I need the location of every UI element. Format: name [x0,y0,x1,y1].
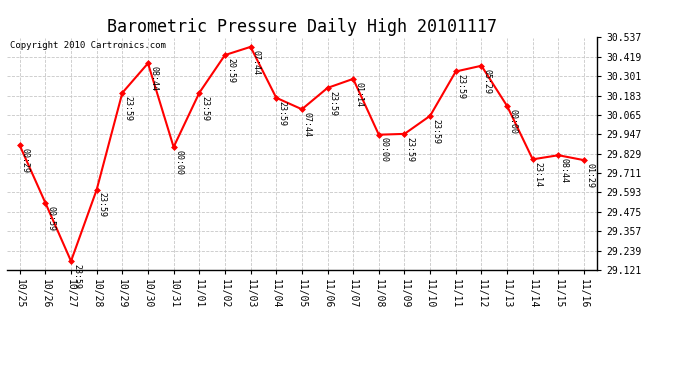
Text: 23:59: 23:59 [328,91,337,116]
Text: 01:29: 01:29 [585,163,594,188]
Text: 23:59: 23:59 [98,192,107,217]
Text: 08:44: 08:44 [560,158,569,183]
Text: 23:59: 23:59 [406,136,415,162]
Text: 23:59: 23:59 [200,96,209,121]
Text: 00:29: 00:29 [21,148,30,173]
Text: 00:00: 00:00 [380,138,389,162]
Text: 23:59: 23:59 [277,100,286,126]
Text: 20:59: 20:59 [226,58,235,83]
Text: 05:29: 05:29 [482,69,491,93]
Text: 23:59: 23:59 [72,264,81,289]
Text: 23:59: 23:59 [124,96,132,121]
Text: Copyright 2010 Cartronics.com: Copyright 2010 Cartronics.com [10,41,166,50]
Text: 01:14: 01:14 [354,82,363,106]
Text: 00:00: 00:00 [175,150,184,175]
Text: 23:14: 23:14 [534,162,543,187]
Text: 23:59: 23:59 [457,74,466,99]
Text: 23:59: 23:59 [431,118,440,144]
Text: 07:44: 07:44 [252,50,261,75]
Text: 08:44: 08:44 [149,66,158,91]
Text: 00:59: 00:59 [46,206,55,231]
Text: 00:00: 00:00 [508,109,517,134]
Text: 07:44: 07:44 [303,112,312,137]
Title: Barometric Pressure Daily High 20101117: Barometric Pressure Daily High 20101117 [107,18,497,36]
